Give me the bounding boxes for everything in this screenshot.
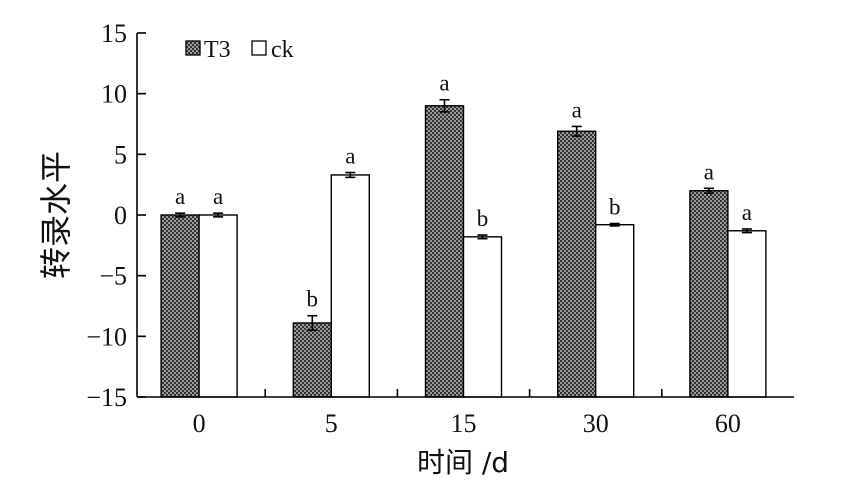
bar-ck-15: [462, 236, 503, 398]
bar-t3-30: [557, 130, 597, 398]
significance-letter: a: [345, 144, 355, 169]
legend-label-ck: ck: [271, 37, 294, 63]
series-ck: a a b b a: [198, 144, 767, 398]
error-bar-ck-15: [477, 234, 488, 240]
y-tick-label: 10: [101, 80, 127, 109]
x-tick-label: 15: [451, 409, 477, 438]
y-tick-label: 5: [114, 140, 127, 169]
legend: T3 ck: [185, 37, 294, 63]
legend-swatch-t3: [185, 40, 201, 56]
y-tick-label: −10: [86, 322, 127, 351]
significance-letter: a: [439, 71, 449, 96]
significance-letter: a: [175, 184, 185, 209]
significance-letter: b: [477, 206, 489, 231]
bar-t3-60: [689, 190, 729, 398]
error-bar-t3-0: [175, 212, 186, 218]
x-axis-title: 时间 /d: [417, 446, 509, 479]
bar-ck-5: [330, 174, 370, 398]
x-tick-label: 5: [325, 409, 338, 438]
y-tick-label: 15: [101, 19, 127, 48]
bar-t3-15: [424, 105, 465, 398]
error-bar-t3-60: [703, 187, 714, 194]
significance-letter: a: [742, 200, 752, 225]
error-bar-ck-60: [741, 228, 752, 234]
error-bar-ck-5: [345, 171, 356, 179]
significance-letter: b: [307, 287, 319, 312]
bar-t3-5: [292, 322, 332, 398]
significance-letter: a: [213, 184, 223, 209]
error-bar-t3-5: [307, 314, 318, 332]
significance-letter: b: [609, 194, 621, 219]
significance-letter: a: [572, 97, 582, 122]
y-tick-label: 0: [114, 201, 127, 230]
bar-ck-0: [198, 214, 238, 398]
plot-area: a b a a a a a b b a −15 −10 −5 0 5 10 15 0 5 15 30 60: [86, 19, 794, 438]
y-tick-label: −5: [99, 262, 127, 291]
legend-label-t3: T3: [204, 37, 231, 63]
legend-swatch-ck: [251, 40, 267, 56]
x-tick-label: 0: [193, 409, 206, 438]
bar-ck-30: [595, 224, 635, 398]
significance-letter: a: [704, 159, 714, 184]
y-tick-label: −15: [86, 383, 127, 412]
error-bar-ck-30: [609, 222, 620, 227]
bar-ck-60: [727, 230, 767, 398]
y-axis-title: 转录水平: [37, 151, 75, 279]
x-tick-label: 60: [715, 409, 741, 438]
bar-t3-0: [160, 214, 200, 398]
series-t3: a b a a a: [160, 71, 729, 398]
error-bar-ck-0: [213, 212, 224, 218]
error-bar-t3-15: [439, 98, 450, 113]
x-tick-label: 30: [583, 409, 609, 438]
error-bar-t3-30: [571, 125, 582, 137]
